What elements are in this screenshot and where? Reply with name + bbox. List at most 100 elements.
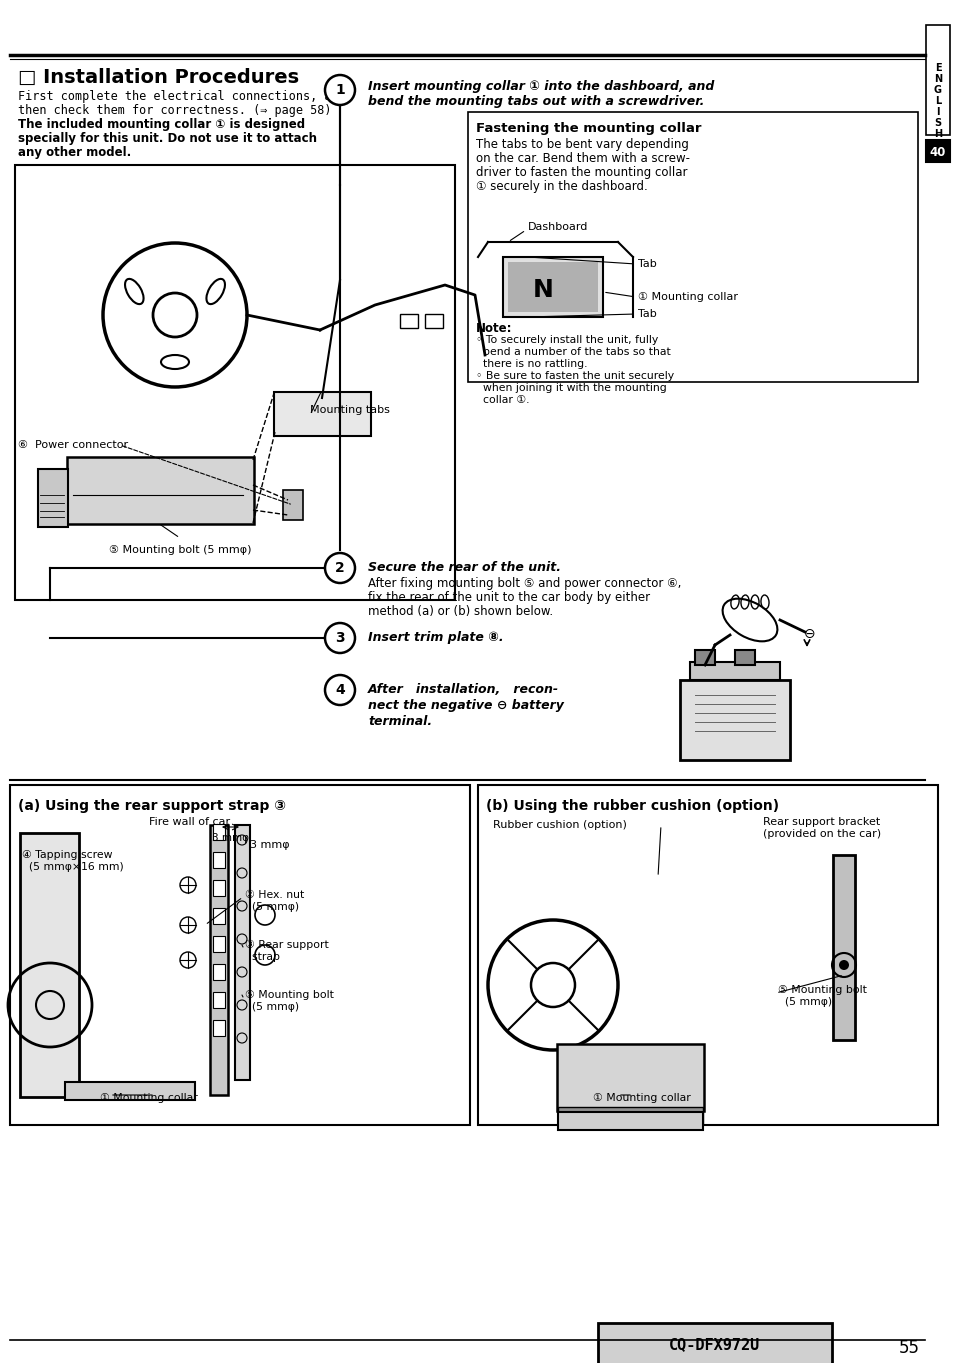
Text: 2: 2 bbox=[335, 562, 345, 575]
Text: □ Installation Procedures: □ Installation Procedures bbox=[18, 68, 299, 87]
Text: Insert mounting collar ① into the dashboard, and: Insert mounting collar ① into the dashbo… bbox=[368, 80, 714, 93]
Text: (provided on the car): (provided on the car) bbox=[762, 829, 881, 840]
FancyBboxPatch shape bbox=[274, 393, 371, 436]
Text: E: E bbox=[934, 63, 941, 74]
Text: First complete the electrical connections, and: First complete the electrical connection… bbox=[18, 90, 345, 104]
Text: ③ Rear support: ③ Rear support bbox=[245, 940, 329, 950]
FancyBboxPatch shape bbox=[213, 936, 225, 951]
Text: when joining it with the mounting: when joining it with the mounting bbox=[476, 383, 666, 393]
FancyBboxPatch shape bbox=[38, 469, 68, 527]
FancyBboxPatch shape bbox=[695, 650, 714, 665]
Text: 3 mmφ: 3 mmφ bbox=[213, 833, 250, 842]
Text: ⑤ Mounting bolt: ⑤ Mounting bolt bbox=[778, 985, 866, 995]
FancyBboxPatch shape bbox=[10, 785, 470, 1124]
Text: method (a) or (b) shown below.: method (a) or (b) shown below. bbox=[368, 605, 553, 617]
Text: (5 mmφ): (5 mmφ) bbox=[778, 996, 831, 1007]
Text: Dashboard: Dashboard bbox=[527, 222, 588, 232]
FancyBboxPatch shape bbox=[213, 1020, 225, 1036]
FancyBboxPatch shape bbox=[213, 908, 225, 924]
Text: 3 mmφ: 3 mmφ bbox=[250, 840, 290, 851]
Text: ⑤ Mounting bolt: ⑤ Mounting bolt bbox=[245, 990, 334, 1000]
FancyBboxPatch shape bbox=[213, 825, 225, 840]
FancyBboxPatch shape bbox=[468, 112, 917, 382]
FancyBboxPatch shape bbox=[213, 964, 225, 980]
Text: fix the rear of the unit to the car body by either: fix the rear of the unit to the car body… bbox=[368, 592, 649, 604]
Text: N: N bbox=[933, 74, 941, 85]
FancyBboxPatch shape bbox=[557, 1044, 703, 1111]
Text: (5 mmφ×16 mm): (5 mmφ×16 mm) bbox=[22, 861, 124, 872]
FancyBboxPatch shape bbox=[213, 880, 225, 895]
Text: CQ-DFX972U: CQ-DFX972U bbox=[669, 1337, 760, 1352]
Text: specially for this unit. Do not use it to attach: specially for this unit. Do not use it t… bbox=[18, 132, 316, 144]
Text: 55: 55 bbox=[898, 1338, 919, 1358]
Text: then check them for correctness. (⇒ page 58): then check them for correctness. (⇒ page… bbox=[18, 104, 331, 117]
Text: Rubber cushion (option): Rubber cushion (option) bbox=[493, 821, 626, 830]
Text: ① securely in the dashboard.: ① securely in the dashboard. bbox=[476, 180, 647, 194]
FancyBboxPatch shape bbox=[679, 680, 789, 761]
Text: terminal.: terminal. bbox=[368, 716, 432, 728]
Text: strap: strap bbox=[245, 951, 280, 962]
Text: there is no rattling.: there is no rattling. bbox=[476, 358, 587, 369]
FancyBboxPatch shape bbox=[213, 852, 225, 868]
FancyBboxPatch shape bbox=[502, 258, 602, 318]
Text: Tab: Tab bbox=[638, 309, 656, 319]
Text: After   installation,   recon-: After installation, recon- bbox=[368, 683, 558, 696]
Text: 3: 3 bbox=[335, 631, 344, 645]
Text: driver to fasten the mounting collar: driver to fasten the mounting collar bbox=[476, 166, 687, 179]
Circle shape bbox=[325, 553, 355, 583]
Text: on the car. Bend them with a screw-: on the car. Bend them with a screw- bbox=[476, 153, 689, 165]
Text: ◦ Be sure to fasten the unit securely: ◦ Be sure to fasten the unit securely bbox=[476, 371, 674, 382]
Text: ⑥  Power connector: ⑥ Power connector bbox=[18, 440, 128, 450]
FancyBboxPatch shape bbox=[558, 1112, 702, 1130]
Text: N: N bbox=[532, 278, 553, 303]
Text: The tabs to be bent vary depending: The tabs to be bent vary depending bbox=[476, 138, 688, 151]
Text: (a) Using the rear support strap ③: (a) Using the rear support strap ③ bbox=[18, 799, 286, 812]
Text: nect the negative ⊖ battery: nect the negative ⊖ battery bbox=[368, 699, 563, 711]
FancyBboxPatch shape bbox=[283, 491, 303, 521]
FancyBboxPatch shape bbox=[477, 785, 937, 1124]
Text: (5 mmφ): (5 mmφ) bbox=[245, 902, 299, 912]
Text: (b) Using the rubber cushion (option): (b) Using the rubber cushion (option) bbox=[485, 799, 779, 812]
Text: collar ①.: collar ①. bbox=[476, 395, 529, 405]
Text: Mounting tabs: Mounting tabs bbox=[310, 405, 390, 414]
Text: bend the mounting tabs out with a screwdriver.: bend the mounting tabs out with a screwd… bbox=[368, 95, 703, 108]
Text: I: I bbox=[935, 108, 939, 117]
FancyBboxPatch shape bbox=[399, 313, 417, 328]
Text: ⑤ Mounting bolt (5 mmφ): ⑤ Mounting bolt (5 mmφ) bbox=[109, 545, 251, 555]
Text: 4: 4 bbox=[335, 683, 345, 696]
FancyBboxPatch shape bbox=[67, 457, 253, 523]
Text: G: G bbox=[933, 85, 941, 95]
Text: 40: 40 bbox=[929, 146, 945, 158]
Text: Rear support bracket: Rear support bracket bbox=[762, 816, 880, 827]
Text: Fire wall of car: Fire wall of car bbox=[150, 816, 231, 827]
Text: After fixing mounting bolt ⑤ and power connector ⑥,: After fixing mounting bolt ⑤ and power c… bbox=[368, 577, 680, 590]
Text: L: L bbox=[934, 95, 941, 106]
FancyBboxPatch shape bbox=[20, 833, 79, 1097]
Text: The included mounting collar ① is designed: The included mounting collar ① is design… bbox=[18, 119, 305, 131]
Circle shape bbox=[325, 675, 355, 705]
FancyBboxPatch shape bbox=[65, 1082, 194, 1100]
Circle shape bbox=[325, 623, 355, 653]
Text: ① Mounting collar: ① Mounting collar bbox=[638, 292, 738, 303]
Text: ⊖: ⊖ bbox=[803, 627, 815, 641]
Text: ◦ To securely install the unit, fully: ◦ To securely install the unit, fully bbox=[476, 335, 658, 345]
FancyBboxPatch shape bbox=[598, 1323, 831, 1363]
FancyBboxPatch shape bbox=[925, 25, 949, 135]
Text: ② Hex. nut: ② Hex. nut bbox=[245, 890, 304, 900]
FancyBboxPatch shape bbox=[210, 825, 228, 1094]
Text: H: H bbox=[933, 129, 941, 139]
Circle shape bbox=[838, 960, 848, 970]
Text: any other model.: any other model. bbox=[18, 146, 132, 159]
Text: Secure the rear of the unit.: Secure the rear of the unit. bbox=[368, 562, 560, 574]
FancyBboxPatch shape bbox=[734, 650, 754, 665]
FancyBboxPatch shape bbox=[925, 140, 949, 162]
Text: S: S bbox=[933, 119, 941, 128]
FancyBboxPatch shape bbox=[558, 1107, 702, 1124]
FancyBboxPatch shape bbox=[832, 855, 854, 1040]
FancyBboxPatch shape bbox=[234, 825, 250, 1079]
FancyBboxPatch shape bbox=[213, 992, 225, 1009]
Text: Fastening the mounting collar: Fastening the mounting collar bbox=[476, 123, 700, 135]
FancyBboxPatch shape bbox=[424, 313, 442, 328]
Text: 1: 1 bbox=[335, 83, 345, 97]
Text: (5 mmφ): (5 mmφ) bbox=[245, 1002, 299, 1011]
